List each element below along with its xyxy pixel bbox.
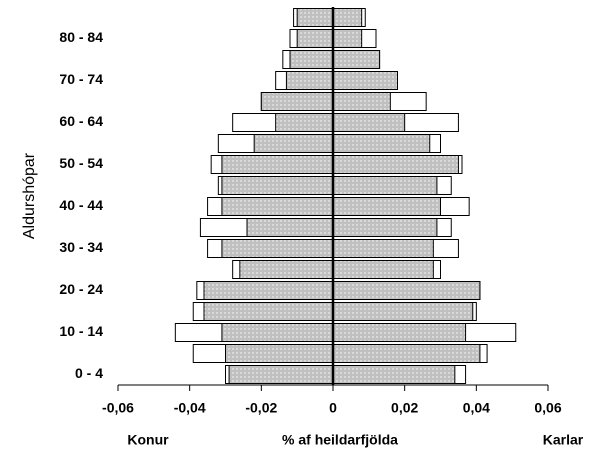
bar: [332, 197, 441, 216]
y-tick-label: 50 - 54: [59, 155, 103, 171]
bar: [332, 113, 406, 132]
bar: [253, 134, 334, 153]
bar: [332, 260, 434, 279]
bar: [221, 239, 334, 258]
bar: [332, 50, 381, 69]
x-tick-label: 0,04: [463, 400, 490, 416]
y-tick-label: 60 - 64: [59, 113, 103, 129]
annotation: Konur: [127, 432, 169, 448]
bar: [332, 323, 467, 342]
x-tick-label: 0,06: [534, 400, 561, 416]
x-tick-label: -0,04: [174, 400, 206, 416]
bar: [260, 92, 334, 111]
bar: [332, 29, 363, 48]
bar: [332, 344, 481, 363]
x-tick-label: -0,06: [102, 400, 134, 416]
y-tick-label: 20 - 24: [59, 281, 103, 297]
bar: [221, 323, 334, 342]
bar: [221, 155, 334, 174]
bar: [285, 71, 334, 90]
bar: [332, 176, 438, 195]
bar: [332, 92, 391, 111]
bar: [221, 176, 334, 195]
bar: [275, 113, 334, 132]
x-tick-label: 0,02: [391, 400, 418, 416]
bar: [332, 281, 481, 300]
x-axis-label: % af heildarfjölda: [282, 432, 398, 448]
bar: [203, 302, 334, 321]
bar: [332, 8, 363, 27]
bar: [221, 197, 334, 216]
bar: [203, 281, 334, 300]
bar: [332, 71, 398, 90]
x-tick-label: 0: [329, 400, 337, 416]
bar: [296, 29, 334, 48]
bar: [332, 239, 434, 258]
y-tick-label: 70 - 74: [59, 71, 103, 87]
bar: [225, 344, 334, 363]
bar: [332, 302, 474, 321]
bar: [239, 260, 334, 279]
y-tick-label: 0 - 4: [75, 365, 103, 381]
y-tick-label: 80 - 84: [59, 29, 103, 45]
bar: [332, 134, 431, 153]
bar: [296, 8, 334, 27]
bar: [332, 365, 456, 384]
annotation: Karlar: [543, 432, 584, 448]
bar: [246, 218, 334, 237]
bar: [228, 365, 334, 384]
y-axis-label: Aldurshópar: [21, 152, 38, 239]
bar: [332, 155, 459, 174]
bar: [332, 218, 438, 237]
y-tick-label: 10 - 14: [59, 323, 103, 339]
y-tick-label: 40 - 44: [59, 197, 103, 213]
bar: [289, 50, 334, 69]
y-tick-label: 30 - 34: [59, 239, 103, 255]
x-tick-label: -0,02: [245, 400, 277, 416]
